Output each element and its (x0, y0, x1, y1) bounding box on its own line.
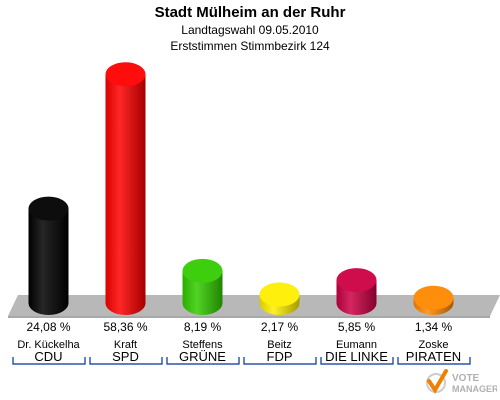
value-label: 24,08 % (26, 320, 70, 334)
bar-body (182, 270, 223, 315)
votemanager-logo: VOTE MANAGER (426, 369, 497, 394)
chart-title: Stadt Mülheim an der Ruhr (154, 4, 346, 21)
checkmark-icon (426, 369, 448, 394)
bar-die-linke (336, 268, 377, 315)
candidate-label: Zoske (419, 339, 449, 351)
candidate-label: Dr. Kückelha (17, 339, 80, 351)
bar-grüne (182, 258, 223, 315)
bar-cdu (28, 196, 69, 315)
party-label: GRÜNE (179, 349, 226, 364)
value-label: 5,85 % (338, 320, 376, 334)
party-label: CDU (34, 349, 62, 364)
bar-top (182, 258, 223, 283)
bar-top (28, 196, 69, 221)
candidate-label: Kraft (114, 339, 137, 351)
watermark-text-2: MANAGER (452, 384, 497, 394)
party-underline (397, 357, 471, 365)
bar-top (413, 285, 454, 310)
candidate-label: Steffens (182, 339, 223, 351)
chart-subtitle-2: Erststimmen Stimmbezirk 124 (170, 39, 330, 53)
party-label: SPD (112, 349, 139, 364)
candidate-label: Eumann (336, 339, 377, 351)
party-label: FDP (267, 349, 293, 364)
bar-body (105, 74, 146, 316)
chart-header: Stadt Mülheim an der Ruhr Landtagswahl 0… (0, 4, 500, 54)
bar-top (105, 62, 146, 87)
party-underline (243, 357, 317, 365)
party-underline (12, 357, 86, 365)
bar-spd (105, 62, 146, 316)
value-label: 58,36 % (103, 320, 147, 334)
candidate-label: Beitz (267, 339, 291, 351)
party-underline (89, 357, 163, 365)
party-label: PIRATEN (406, 349, 461, 364)
bar-fdp (259, 282, 300, 315)
bar-body (28, 208, 69, 315)
bar-piraten (413, 285, 454, 315)
party-label: DIE LINKE (325, 349, 388, 364)
chart-subtitle: Landtagswahl 09.05.2010 (181, 23, 319, 37)
bars-group (28, 62, 454, 316)
watermark-text: VOTE (452, 373, 480, 384)
party-underline (166, 357, 240, 365)
value-label: 2,17 % (261, 320, 299, 334)
value-label: 1,34 % (415, 320, 453, 334)
bar-top (259, 282, 300, 307)
bar-top (336, 268, 377, 293)
value-label: 8,19 % (184, 320, 222, 334)
party-underline (320, 357, 394, 365)
platform-shadow-edge (8, 316, 490, 318)
